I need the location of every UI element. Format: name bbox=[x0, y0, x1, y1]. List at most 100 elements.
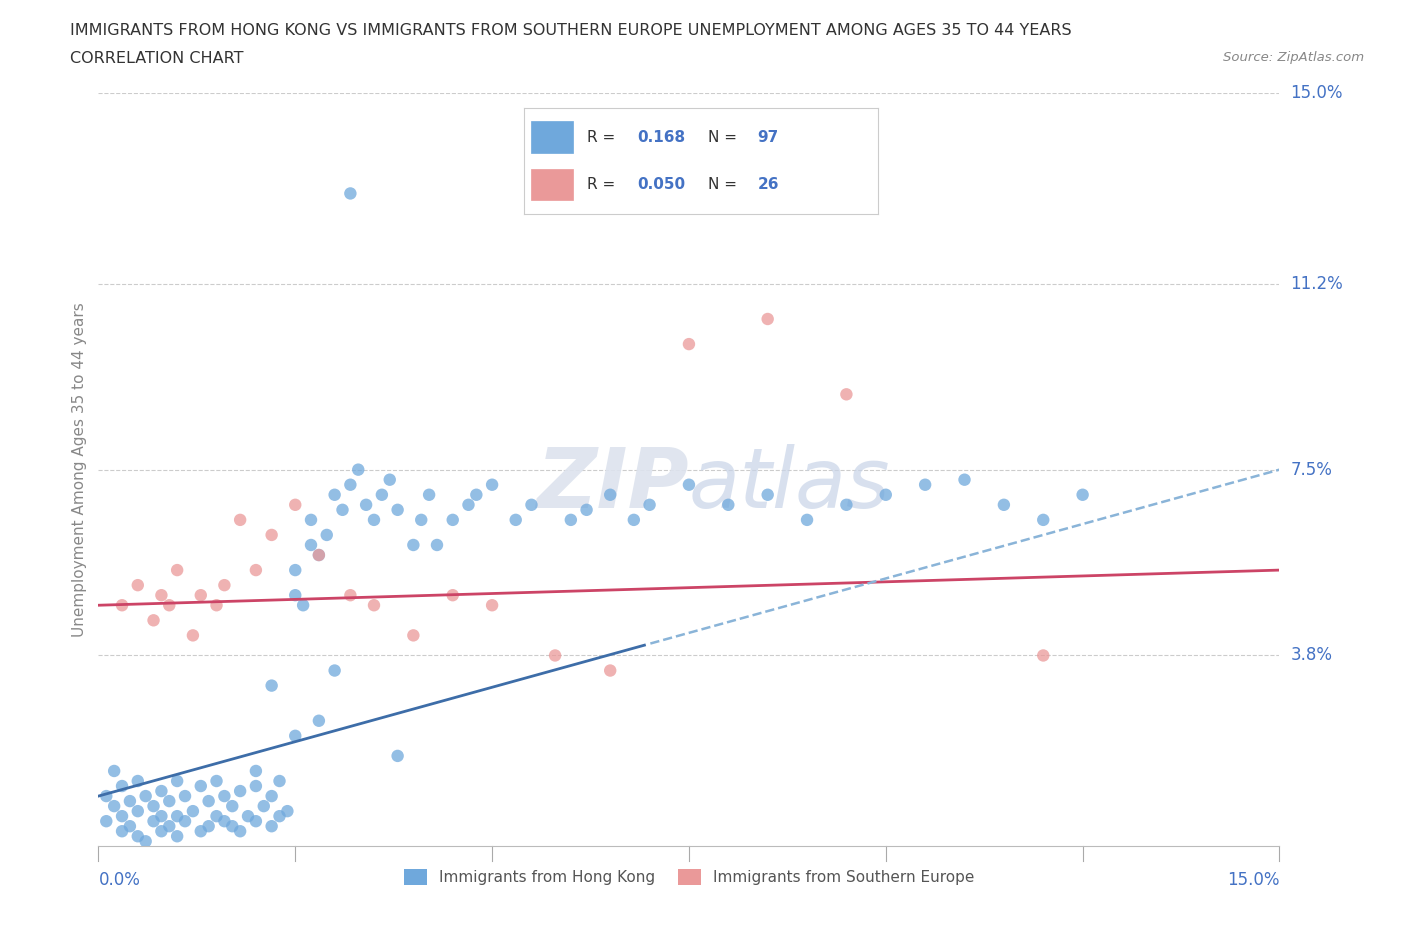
Point bbox=[214, 578, 236, 592]
Point bbox=[221, 818, 243, 833]
Point bbox=[236, 809, 259, 824]
Point bbox=[284, 563, 307, 578]
Point bbox=[638, 498, 661, 512]
Text: 15.0%: 15.0% bbox=[1227, 871, 1279, 889]
Point bbox=[1071, 487, 1094, 502]
Point bbox=[465, 487, 488, 502]
Point bbox=[402, 538, 425, 552]
Point bbox=[150, 588, 173, 603]
Point bbox=[796, 512, 818, 527]
Point bbox=[118, 818, 141, 833]
Point bbox=[166, 829, 188, 844]
Point bbox=[229, 784, 252, 799]
Point bbox=[245, 778, 267, 793]
Point bbox=[135, 834, 157, 849]
Text: 0.0%: 0.0% bbox=[98, 871, 141, 889]
Point bbox=[717, 498, 740, 512]
Point bbox=[190, 588, 212, 603]
Point bbox=[229, 512, 252, 527]
Text: CORRELATION CHART: CORRELATION CHART bbox=[70, 51, 243, 66]
Y-axis label: Unemployment Among Ages 35 to 44 years: Unemployment Among Ages 35 to 44 years bbox=[72, 302, 87, 637]
Point bbox=[157, 598, 180, 613]
Point bbox=[127, 804, 149, 818]
Point bbox=[111, 778, 134, 793]
Point bbox=[678, 337, 700, 352]
Point bbox=[190, 824, 212, 839]
Text: Source: ZipAtlas.com: Source: ZipAtlas.com bbox=[1223, 51, 1364, 64]
Point bbox=[308, 548, 330, 563]
Point bbox=[111, 809, 134, 824]
Point bbox=[441, 512, 464, 527]
Point bbox=[221, 799, 243, 814]
Point bbox=[481, 477, 503, 492]
Point bbox=[284, 728, 307, 743]
Point bbox=[157, 793, 180, 808]
Point bbox=[402, 628, 425, 643]
Point bbox=[174, 789, 197, 804]
Point bbox=[269, 774, 291, 789]
Point bbox=[118, 793, 141, 808]
Point bbox=[197, 793, 219, 808]
Point bbox=[103, 764, 125, 778]
Point bbox=[214, 789, 236, 804]
Point bbox=[245, 764, 267, 778]
Point bbox=[103, 799, 125, 814]
Point bbox=[623, 512, 645, 527]
Point bbox=[560, 512, 582, 527]
Point bbox=[127, 578, 149, 592]
Point bbox=[426, 538, 449, 552]
Point bbox=[166, 774, 188, 789]
Text: 3.8%: 3.8% bbox=[1291, 646, 1333, 664]
Point bbox=[276, 804, 298, 818]
Point bbox=[284, 498, 307, 512]
Point bbox=[150, 809, 173, 824]
Point bbox=[190, 778, 212, 793]
Point bbox=[111, 824, 134, 839]
Point bbox=[481, 598, 503, 613]
Point bbox=[411, 512, 433, 527]
Point bbox=[214, 814, 236, 829]
Point bbox=[520, 498, 543, 512]
Point bbox=[174, 814, 197, 829]
Point bbox=[127, 829, 149, 844]
Point bbox=[181, 804, 204, 818]
Point bbox=[205, 598, 228, 613]
Text: atlas: atlas bbox=[689, 445, 890, 525]
Text: IMMIGRANTS FROM HONG KONG VS IMMIGRANTS FROM SOUTHERN EUROPE UNEMPLOYMENT AMONG : IMMIGRANTS FROM HONG KONG VS IMMIGRANTS … bbox=[70, 23, 1071, 38]
Point bbox=[756, 312, 779, 326]
Point bbox=[166, 563, 188, 578]
Point bbox=[575, 502, 598, 517]
Point bbox=[599, 663, 621, 678]
Point bbox=[111, 598, 134, 613]
Point bbox=[756, 487, 779, 502]
Point bbox=[371, 487, 394, 502]
Point bbox=[875, 487, 897, 502]
Point bbox=[181, 628, 204, 643]
Point bbox=[299, 538, 322, 552]
Point bbox=[197, 818, 219, 833]
Point bbox=[914, 477, 936, 492]
Point bbox=[142, 613, 165, 628]
Point bbox=[96, 789, 118, 804]
Point bbox=[127, 774, 149, 789]
Point bbox=[245, 814, 267, 829]
Point bbox=[269, 809, 291, 824]
Point bbox=[599, 487, 621, 502]
Point bbox=[544, 648, 567, 663]
Point bbox=[505, 512, 527, 527]
Point bbox=[142, 814, 165, 829]
Point bbox=[150, 824, 173, 839]
Point bbox=[229, 824, 252, 839]
Point bbox=[339, 477, 361, 492]
Point bbox=[441, 588, 464, 603]
Point bbox=[284, 588, 307, 603]
Point bbox=[292, 598, 315, 613]
Point bbox=[678, 477, 700, 492]
Point bbox=[339, 186, 361, 201]
Legend: Immigrants from Hong Kong, Immigrants from Southern Europe: Immigrants from Hong Kong, Immigrants fr… bbox=[398, 863, 980, 891]
Point bbox=[363, 598, 385, 613]
Point bbox=[378, 472, 401, 487]
Point bbox=[166, 809, 188, 824]
Point bbox=[299, 512, 322, 527]
Point bbox=[260, 789, 283, 804]
